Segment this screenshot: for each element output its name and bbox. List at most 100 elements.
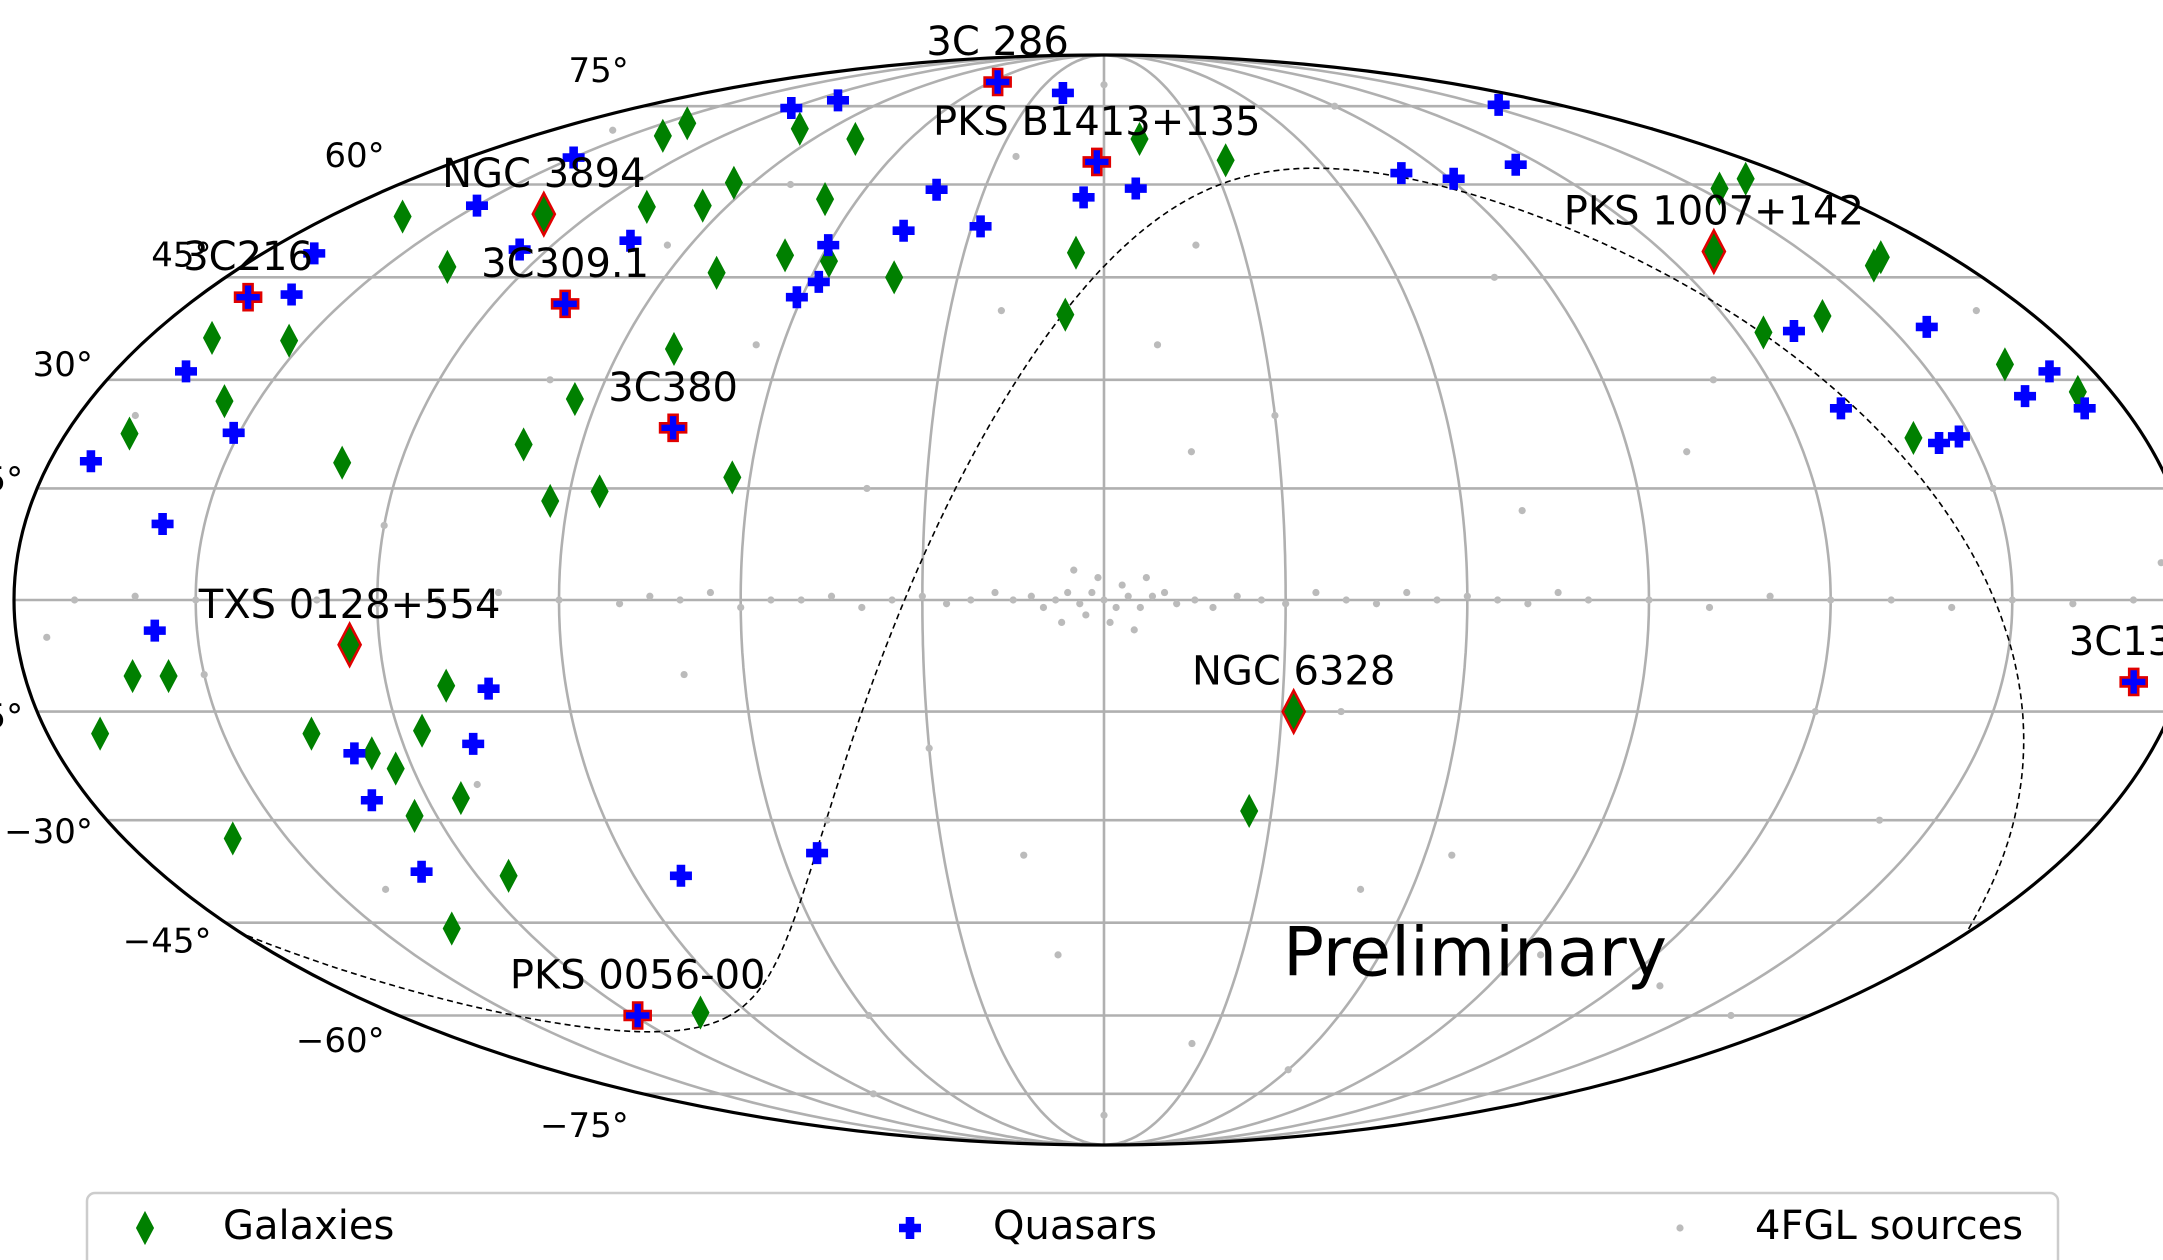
y-tick-label: −15°: [0, 697, 23, 737]
quasar-marker: [222, 421, 245, 444]
galaxy-marker: [678, 106, 697, 141]
source-point: [888, 596, 896, 604]
quasar-marker: [806, 842, 829, 865]
source-point: [1142, 573, 1150, 582]
galaxy-marker: [123, 658, 142, 694]
source-point: [434, 596, 442, 604]
galaxy-marker: [565, 381, 584, 417]
source-point: [1118, 581, 1126, 589]
quasar-marker: [550, 289, 580, 319]
quasar-marker: [465, 194, 488, 217]
source-point: [1271, 411, 1279, 420]
legend-frame: [85, 1191, 2060, 1260]
galaxy-marker: [541, 483, 560, 519]
quasar-marker: [2038, 360, 2061, 383]
source-point: [1070, 566, 1078, 574]
y-tick-label: −45°: [123, 921, 212, 961]
quasar-marker: [1504, 153, 1527, 176]
source-point: [967, 596, 975, 604]
source-point: [1058, 618, 1066, 627]
y-tick-label: 15°: [0, 460, 23, 500]
source-point: [1584, 596, 1593, 604]
source-point: [1811, 707, 1819, 716]
galaxy-marker: [723, 460, 742, 495]
quasar-marker: [817, 234, 840, 257]
source-point: [1106, 618, 1114, 627]
source-point: [615, 600, 624, 608]
quasar-marker: [143, 619, 166, 642]
source-point: [1727, 1011, 1735, 1020]
legend-marker: [899, 1217, 921, 1239]
celestial-equator: [242, 932, 729, 1033]
source-label: NGC 3894: [442, 151, 645, 197]
source-point: [918, 592, 926, 600]
quasar-marker: [1947, 425, 1970, 448]
source-point: [192, 596, 200, 604]
galaxy-marker: [302, 716, 321, 751]
source-point: [942, 600, 951, 608]
galaxy-marker: [91, 716, 110, 751]
source-point: [1312, 588, 1320, 597]
source-point: [2008, 596, 2016, 604]
source-point: [737, 603, 745, 612]
source-point: [752, 341, 760, 349]
galaxy-marker: [159, 658, 178, 694]
source-point: [70, 596, 79, 604]
quasar-marker: [785, 286, 808, 309]
source-point: [200, 670, 208, 679]
quasar-marker: [175, 360, 198, 383]
source-point: [1524, 600, 1532, 608]
source-point: [1064, 588, 1072, 597]
galaxy-marker: [724, 165, 743, 200]
quasar-marker: [1072, 186, 1095, 209]
source-point: [997, 307, 1005, 315]
legend-label: Galaxies: [223, 1203, 394, 1249]
source-point: [823, 816, 831, 824]
quasar-marker: [1829, 397, 1852, 420]
galaxy-marker: [333, 445, 352, 480]
source-label: PKS 0056-00: [510, 953, 766, 999]
quasar-marker: [1124, 177, 1147, 200]
galaxy-marker: [386, 751, 405, 786]
source-label: TXS 0128+554: [198, 582, 501, 628]
quasar-marker: [669, 864, 692, 887]
quasar-marker: [969, 215, 992, 238]
source-point: [1645, 596, 1653, 604]
galaxy-marker: [1904, 420, 1923, 455]
galaxy-marker: [1701, 227, 1727, 276]
source-point: [1705, 603, 1714, 612]
celestial-equator: [727, 167, 2025, 1018]
source-point: [1554, 588, 1562, 597]
source-point: [1518, 507, 1526, 515]
grid-line: [1103, 53, 1288, 1147]
quasar-marker: [410, 860, 433, 883]
galaxy-marker: [819, 244, 839, 279]
galaxy-marker: [1066, 235, 1086, 270]
quasar-marker: [983, 67, 1012, 97]
galaxy-marker: [790, 111, 809, 146]
source-point: [1766, 592, 1774, 600]
source-point: [494, 588, 503, 597]
source-point: [2069, 600, 2077, 608]
galaxy-marker: [442, 911, 461, 946]
galaxy-marker: [707, 255, 726, 290]
source-point: [1209, 603, 1217, 612]
quasar-marker: [1390, 162, 1413, 185]
source-label: PKS B1413+135: [933, 99, 1261, 145]
source-point: [1463, 592, 1471, 600]
source-point: [1331, 102, 1339, 110]
source-point: [1342, 596, 1350, 604]
source-point: [1173, 600, 1181, 608]
source-point: [1490, 273, 1499, 281]
y-tick-label: 45°: [151, 236, 211, 276]
source-point: [1088, 588, 1096, 597]
quasar-marker: [1051, 81, 1074, 104]
quasar-marker: [280, 283, 303, 306]
source-point: [1054, 951, 1062, 959]
galaxy-marker: [1216, 143, 1235, 178]
galaxy-marker: [499, 858, 518, 893]
quasar-marker: [360, 789, 383, 812]
legend-label: 4FGL sources: [1755, 1203, 2023, 1249]
